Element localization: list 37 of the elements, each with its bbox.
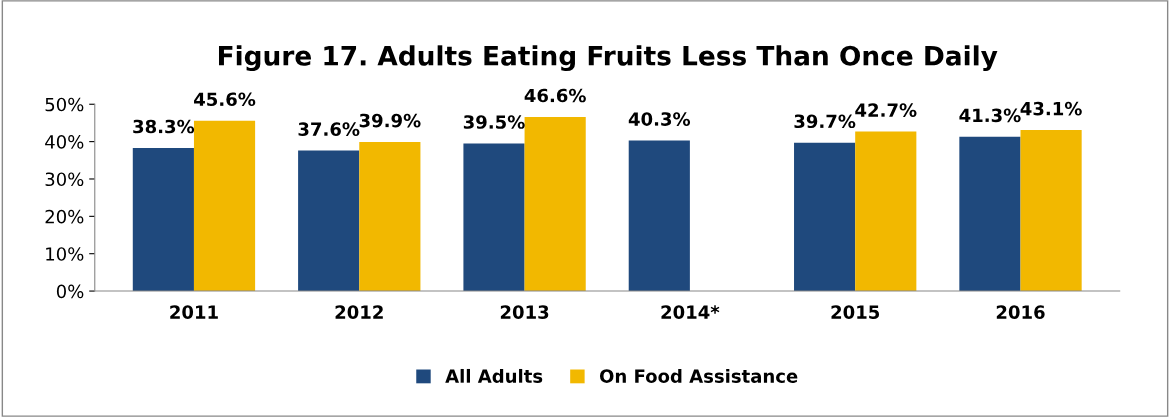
data-label: 43.1% [1020, 101, 1082, 116]
y-tick-label: 50% [45, 97, 84, 112]
x-tick-label: 2012 [335, 305, 383, 319]
y-tick-label: 40% [45, 135, 84, 149]
data-label: 37.6% [298, 122, 360, 136]
x-tick-label: 2011 [170, 305, 218, 319]
data-label: 46.6% [524, 88, 586, 103]
bar [359, 141, 421, 292]
data-label: 39.7% [794, 114, 856, 129]
bar [524, 116, 586, 292]
bar [628, 140, 690, 292]
y-tick-label: 30% [45, 172, 84, 187]
data-label: 45.6% [194, 92, 256, 107]
data-label: 41.3% [959, 108, 1021, 123]
chart-title: Figure 17. Adults Eating Fruits Less Than Once Daily [219, 45, 998, 72]
data-label: 42.7% [855, 103, 917, 117]
data-label: 38.3% [133, 119, 195, 134]
x-tick-label: 2013 [500, 305, 549, 319]
data-label: 40.3% [628, 112, 691, 126]
bar [855, 131, 917, 292]
legend-label: All Adults [445, 368, 543, 383]
y-tick-label: 20% [45, 209, 84, 224]
bar [794, 142, 856, 292]
data-label: 39.5% [463, 115, 525, 129]
y-tick-label: 10% [46, 247, 84, 261]
x-tick-label: 2014* [661, 305, 720, 319]
bar [1020, 130, 1082, 292]
x-tick-label: 2016 [996, 305, 1045, 319]
y-tick-label: 0% [56, 284, 84, 299]
legend-label: On Food Assistance [599, 368, 798, 383]
bar [463, 143, 525, 292]
bar [132, 147, 194, 292]
bar [959, 136, 1021, 292]
x-tick-label: 2015 [831, 305, 880, 319]
data-label: 39.9% [359, 113, 421, 128]
bar [193, 120, 256, 292]
bar [298, 150, 360, 292]
